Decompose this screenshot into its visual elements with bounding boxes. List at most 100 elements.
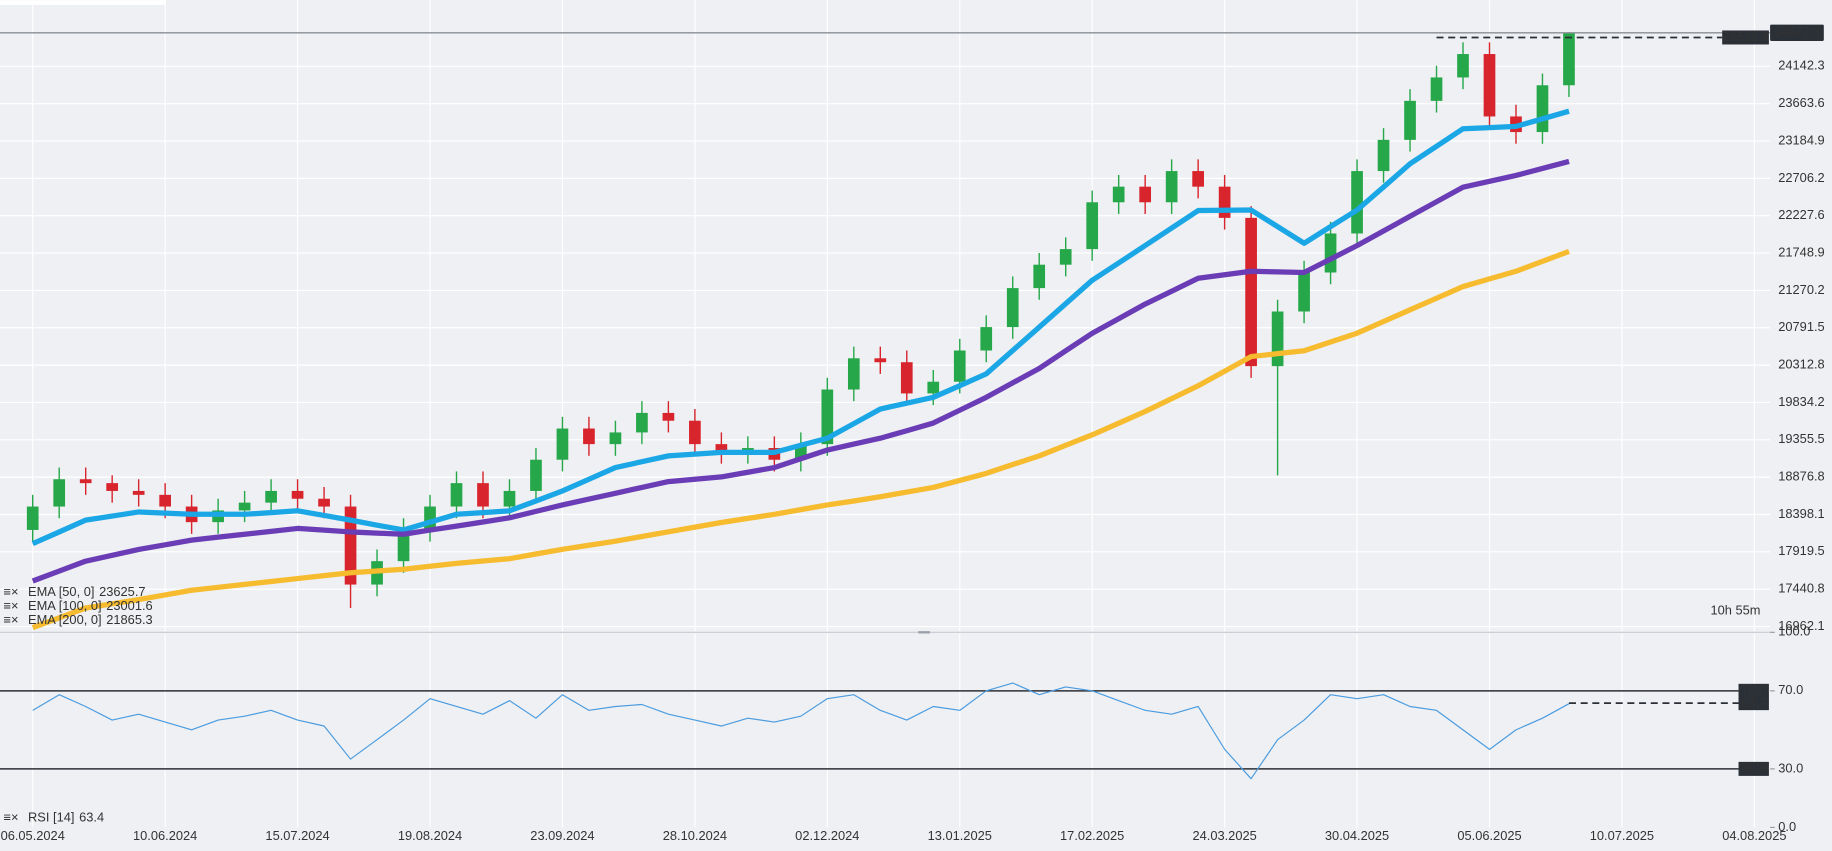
candle-body — [1192, 171, 1204, 187]
y-tick-label: 16962.1 — [1778, 618, 1824, 633]
candle-body — [1324, 233, 1337, 273]
candle-body — [318, 498, 330, 507]
candle-body — [238, 502, 251, 511]
legend-icon: ≡× — [4, 598, 19, 613]
y-tick-label: 17440.8 — [1778, 581, 1824, 596]
candle-body — [1218, 186, 1231, 218]
candle-body — [159, 494, 171, 507]
y-tick-label: 18876.8 — [1778, 469, 1824, 484]
rsi-tick-label: 100.0 — [1778, 624, 1810, 639]
ema-line — [31, 158, 1570, 584]
candle-body — [1430, 77, 1443, 101]
candle-body — [1112, 186, 1125, 203]
y-tick-label: 24142.3 — [1778, 58, 1824, 73]
legend-value: 23625.7 — [99, 584, 145, 599]
candle-body — [291, 490, 304, 499]
rsi-legend-value: 63.4 — [79, 809, 104, 824]
candle-body — [132, 490, 145, 495]
candle-body — [927, 381, 940, 394]
x-tick-label: 24.03.2025 — [1192, 828, 1256, 843]
legend-value: 21865.3 — [106, 612, 152, 627]
candle-body — [1483, 54, 1496, 117]
rsi-level-label: 70.0 — [1741, 682, 1766, 697]
candle-body — [503, 490, 516, 507]
x-tick-label: 13.01.2025 — [928, 828, 992, 843]
legend-icon: ≡× — [4, 584, 19, 599]
x-tick-label: 10.06.2024 — [133, 828, 197, 843]
y-tick-label: 19834.2 — [1778, 394, 1824, 409]
y-tick-label: 20791.5 — [1778, 319, 1824, 334]
legend-name: EMA [50, 0] — [28, 584, 94, 599]
candle-body — [715, 444, 728, 452]
y-tick-label: 22227.6 — [1778, 207, 1824, 222]
candle-body — [1457, 54, 1469, 78]
rsi-legend-name: RSI [14] — [28, 809, 74, 824]
x-tick-label: 04.08.2025 — [1722, 828, 1786, 843]
legend-icon: ≡× — [4, 612, 19, 627]
candle-body — [1033, 264, 1046, 289]
legend-icon: ≡× — [4, 809, 19, 824]
candle-body — [874, 358, 887, 363]
ema-line — [31, 248, 1570, 631]
candle-body — [424, 506, 436, 530]
candle-body — [106, 483, 119, 491]
candle-body — [1139, 186, 1152, 203]
candle-body — [79, 479, 92, 484]
y-tick-label: 19355.5 — [1778, 431, 1824, 446]
rsi-tick-label: 70.0 — [1778, 682, 1803, 697]
legend-value: 23001.6 — [106, 598, 152, 613]
resize-handle[interactable] — [918, 631, 931, 634]
candle-body — [1271, 311, 1284, 367]
candle-body — [583, 428, 595, 445]
candle-body — [794, 444, 807, 460]
x-tick-label: 28.10.2024 — [663, 828, 727, 843]
candle-body — [450, 483, 463, 507]
candle-body — [556, 428, 569, 460]
candle-body — [1351, 171, 1363, 234]
candle-body — [1377, 139, 1390, 172]
candle-body — [847, 358, 860, 390]
rsi-tick-label: 30.0 — [1778, 760, 1803, 775]
last-price-label: 24572.3 — [1774, 24, 1820, 39]
candle-body — [689, 420, 701, 445]
candle-body — [26, 506, 39, 530]
y-tick-label: 21748.9 — [1778, 244, 1824, 259]
legend-name: EMA [200, 0] — [28, 612, 102, 627]
x-tick-label: 30.04.2025 — [1325, 828, 1389, 843]
x-tick-label: 19.08.2024 — [398, 828, 462, 843]
x-tick-label: 17.02.2025 — [1060, 828, 1124, 843]
candle-body — [53, 479, 66, 507]
candle-body — [477, 483, 489, 507]
candle-body — [636, 412, 648, 433]
candle-body — [1059, 249, 1072, 265]
candle-body — [344, 506, 357, 585]
y-tick-label: 20312.8 — [1778, 357, 1824, 372]
y-tick-label: 21270.2 — [1778, 282, 1824, 297]
rsi-marker-label: 63.7 — [1741, 695, 1766, 710]
y-tick-label: 23663.6 — [1778, 95, 1824, 110]
candle-body — [530, 459, 542, 491]
candle-body — [397, 529, 410, 562]
candle-body — [980, 327, 993, 351]
candle-body — [1006, 288, 1019, 328]
price-marker-label: 24512.4 — [1722, 29, 1768, 44]
countdown: 10h 55m — [1710, 603, 1760, 618]
candle-body — [821, 389, 834, 445]
rsi-level-box — [1738, 683, 1769, 698]
grid — [0, 0, 1775, 829]
candle-body — [662, 412, 675, 421]
last-price-box — [1770, 24, 1824, 41]
legend-name: EMA [100, 0] — [28, 598, 102, 613]
candle-body — [1536, 85, 1549, 133]
candle-body — [265, 490, 277, 503]
x-tick-label: 15.07.2024 — [265, 828, 329, 843]
overlay: 06.05.2024 10.06.2024 15.07.2024 19.08.2024… — [0, 24, 1825, 843]
rsi-marker-box — [1738, 697, 1769, 711]
rsi-line — [32, 682, 1570, 780]
rsi-level-box — [1738, 761, 1769, 776]
candle-body — [953, 350, 966, 382]
candle-body — [1165, 171, 1178, 203]
candle-body — [900, 362, 913, 394]
candle-body — [1086, 202, 1099, 250]
